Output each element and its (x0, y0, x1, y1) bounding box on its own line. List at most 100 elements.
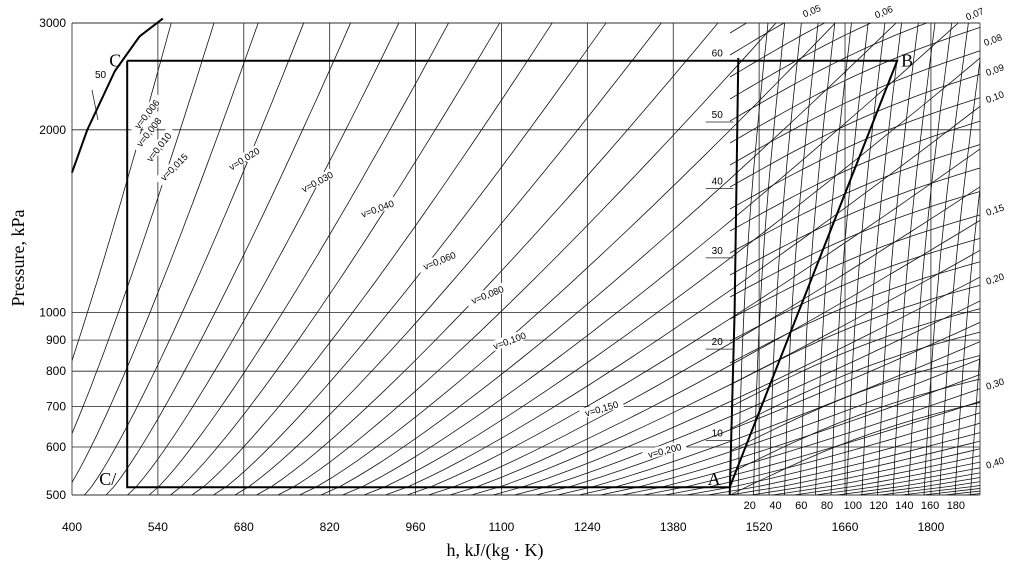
x-tick-label: 960 (406, 520, 426, 534)
y-tick-label: 700 (46, 399, 66, 413)
volume-curve (72, 23, 215, 435)
y-tick-label: 500 (46, 488, 66, 502)
vapor-volume-label: 0,07 (964, 6, 985, 23)
axes: 3000 2000 1000 900 800 700 600 500 400 540 680 820… (8, 16, 965, 561)
saturation-temp-label: 40 (712, 177, 724, 188)
specific-volume-label: v=0,040 (360, 199, 396, 221)
isotherm-label-leader (91, 89, 99, 121)
x-tick-label: 1800 (918, 520, 945, 534)
vapor-volume-curve (729, 26, 980, 144)
volume-curve (299, 23, 836, 495)
temperature-tick-label: 100 (844, 500, 862, 512)
vapor-volume-curve (730, 0, 990, 11)
vapor-volume-curve (729, 167, 980, 276)
cycle-point-label-B: B (901, 51, 913, 71)
volume-curve (72, 23, 259, 483)
temperature-tick-label: 160 (921, 500, 939, 512)
volume-curve (643, 400, 980, 495)
volume-curve (492, 276, 980, 495)
volume-curve (342, 23, 959, 495)
isotherm-curve (861, 23, 902, 495)
vapor-volume-curve (729, 23, 928, 122)
volume-curve (836, 472, 980, 495)
vapor-volume-curve (729, 23, 872, 100)
cycle-point-label-C: C (109, 51, 121, 71)
saturation-temp-label: 50 (712, 110, 724, 121)
volume-curve (535, 321, 980, 495)
vapor-volume-label: 0,08 (983, 32, 1004, 49)
vapor-volume-label: 0,30 (985, 377, 1006, 393)
liquid-isotherm-label: 50 (95, 70, 107, 81)
y-tick-label: 3000 (39, 16, 66, 30)
vapor-volume-label: 0,10 (985, 89, 1006, 106)
x-tick-label: 400 (62, 520, 82, 534)
y-tick-label: 800 (46, 364, 66, 378)
x-axis-title: h, kJ/(kg · K) (447, 540, 544, 561)
temperature-tick-label: 80 (821, 500, 833, 512)
vapor-volume-curve (729, 331, 980, 430)
vapor-volume-curve (729, 261, 980, 364)
volume-curve (213, 23, 607, 495)
y-tick-label: 1000 (39, 305, 66, 319)
cycle-path (126, 59, 899, 489)
vapor-volume-curve (729, 191, 980, 298)
vapor-volume-curve (729, 50, 980, 166)
specific-volume-label: v=0,150 (584, 400, 620, 420)
vapor-volume-curve (729, 355, 980, 452)
volume-curve (234, 23, 662, 495)
isotherm-curve (939, 57, 980, 495)
temperature-tick-label: 20 (744, 500, 756, 512)
isotherm-curve (753, 23, 786, 495)
volume-curve (471, 249, 980, 495)
isotherm-curve (877, 23, 919, 495)
vapor-volume-label: 0,40 (985, 456, 1006, 472)
volume-curve (557, 341, 980, 495)
isotherm-curve (954, 185, 980, 495)
isotherm-curve (799, 23, 836, 495)
cycle-lines: C B A C/ (71, 17, 913, 496)
volume-curve (385, 105, 980, 495)
vapor-volume-label: 0,15 (985, 203, 1006, 219)
isotherm-curve (830, 23, 869, 495)
volume-curve (105, 23, 352, 495)
volume-curve (621, 388, 980, 495)
volume-curve (514, 300, 980, 495)
x-tick-labels: 400 540 680 820 960 1100 1240 1380 1520 1660 1800 (62, 520, 945, 534)
x-tick-label: 1240 (574, 520, 601, 534)
isotherm-curve (970, 348, 980, 495)
isotherm-curve (846, 23, 886, 495)
temperature-tick-labels: 20 40 60 80 100 120 140 160 180 (744, 500, 965, 512)
volume-curve (191, 23, 553, 495)
volume-curve (127, 23, 400, 495)
x-tick-label: 680 (234, 520, 254, 534)
y-tick-label: 600 (46, 440, 66, 454)
volume-curve (170, 23, 501, 495)
vapor-volume-label: 0,06 (873, 4, 894, 21)
isotherm-curve (892, 23, 936, 495)
temperature-tick-label: 40 (769, 500, 781, 512)
vapor-volume-curve (729, 23, 826, 78)
y-tick-labels: 3000 2000 1000 900 800 700 600 500 (39, 16, 66, 502)
vapor-volume-label: 0,20 (985, 272, 1006, 288)
specific-volume-label: v=0,015 (159, 152, 191, 184)
vapor-volume-label: 0,09 (985, 62, 1006, 79)
vapor-volume-curve (729, 97, 980, 210)
isotherm-curve (737, 23, 769, 495)
volume-curve (148, 23, 449, 495)
specific-volume-label: v=0,200 (647, 442, 683, 461)
x-tick-label: 540 (148, 520, 168, 534)
saturated-liquid-line (71, 17, 164, 173)
vapor-volume-curve (729, 214, 980, 320)
vapor-volume-curve (729, 237, 980, 342)
property-curves (72, 0, 990, 495)
y-tick-label: 900 (46, 333, 66, 347)
temperature-tick-label: 60 (795, 500, 807, 512)
vapor-volume-curve (729, 402, 980, 495)
saturation-temp-label: 60 (712, 49, 724, 60)
volume-curve (72, 23, 172, 362)
temperature-tick-label: 140 (895, 500, 913, 512)
x-tick-label: 1380 (660, 520, 687, 534)
isotherm-curve (784, 23, 819, 495)
x-tick-label: 1660 (832, 520, 859, 534)
volume-curve (449, 219, 980, 495)
